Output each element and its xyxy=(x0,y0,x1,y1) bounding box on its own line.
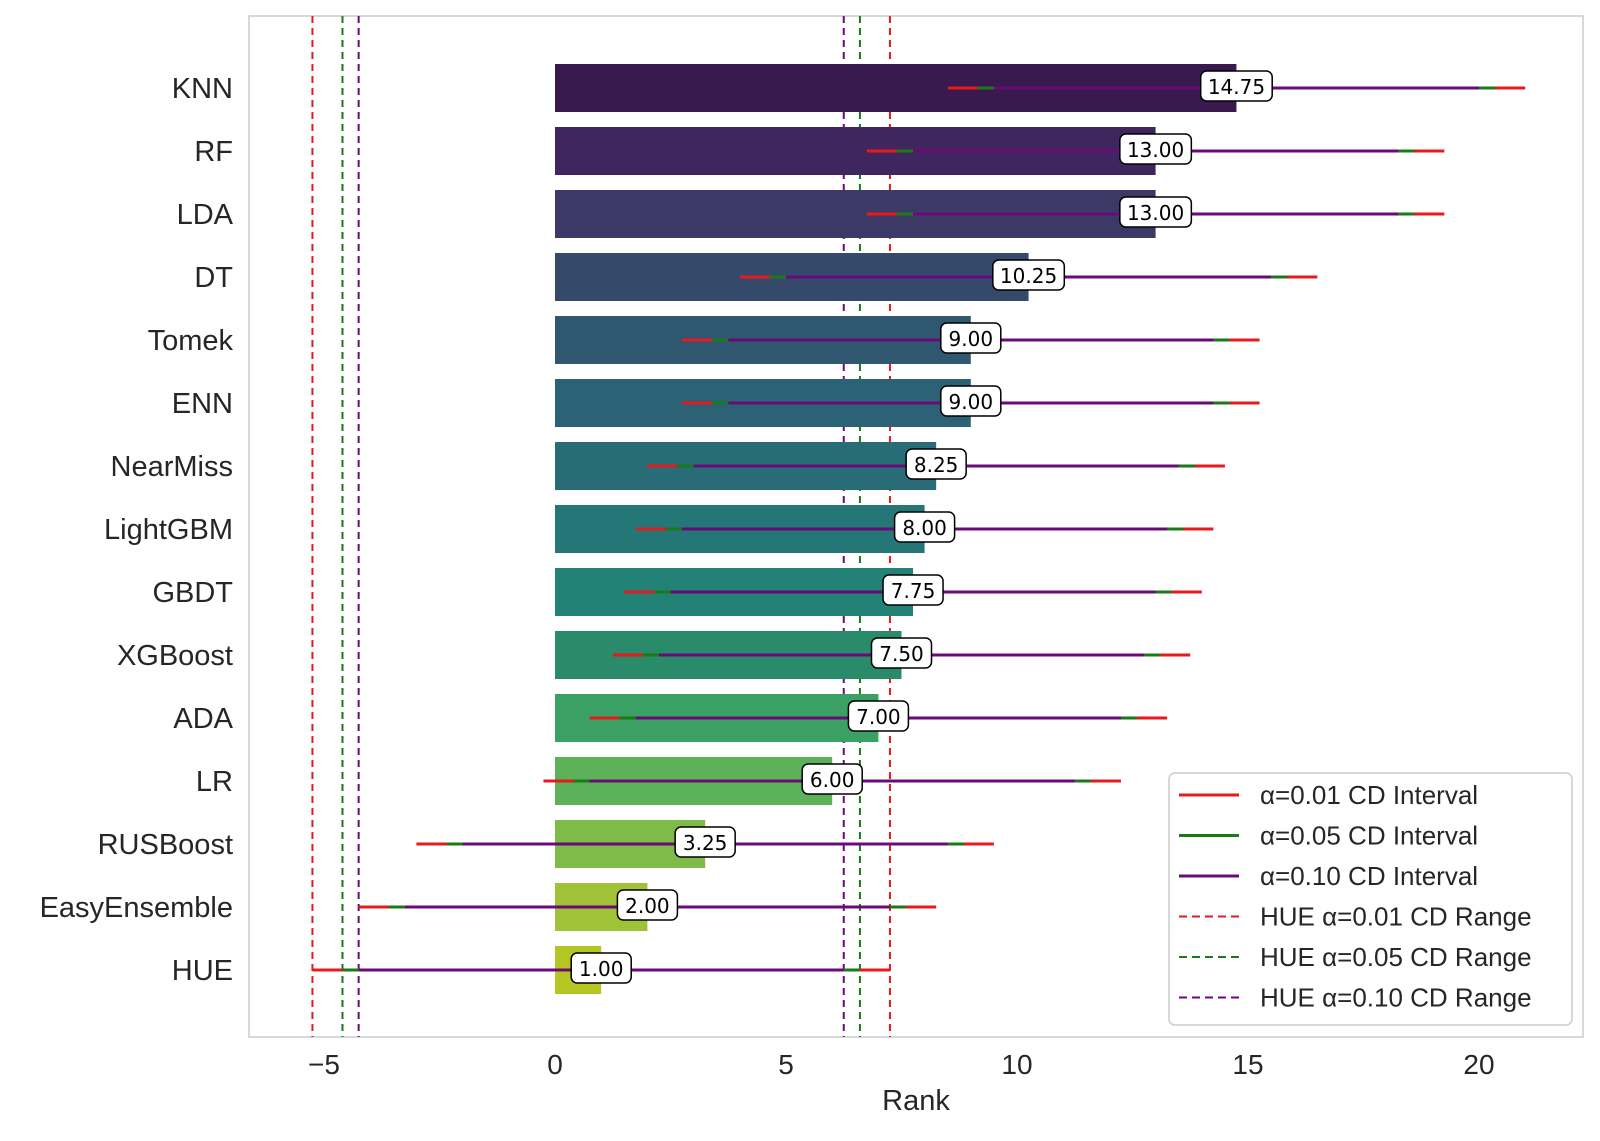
value-labels: 14.75 13.00 13.00 10.25 9.00 9.00 8.25 8.00 7.75… xyxy=(570,70,1273,984)
legend-label: α=0.05 CD Interval xyxy=(1260,821,1478,851)
x-tick-label: 5 xyxy=(778,1049,794,1080)
value-label-tomek: 9.00 xyxy=(940,322,1002,354)
value-label-text: 6.00 xyxy=(810,768,855,792)
value-label-lightgbm: 8.00 xyxy=(893,511,956,543)
value-label-box xyxy=(940,385,1002,417)
x-tick-label: 10 xyxy=(1001,1049,1032,1080)
value-label-text: 8.00 xyxy=(902,516,947,540)
value-label-box xyxy=(616,889,679,921)
category-label-lightgbm: LightGBM xyxy=(104,514,233,546)
category-label-xgboost: XGBoost xyxy=(117,640,233,672)
category-label-easyensemble: EasyEnsemble xyxy=(40,892,233,924)
category-label-lda: LDA xyxy=(177,199,234,231)
value-label-text: 14.75 xyxy=(1208,75,1265,99)
x-tick-label: 20 xyxy=(1463,1049,1494,1080)
value-label-rusboost: 3.25 xyxy=(674,826,736,858)
value-label-ada: 7.00 xyxy=(847,700,910,732)
value-label-box xyxy=(1199,70,1273,102)
value-label-box xyxy=(905,448,967,480)
x-tick-label: −5 xyxy=(308,1049,340,1080)
value-label-text: 9.00 xyxy=(949,327,994,351)
value-label-lr: 6.00 xyxy=(801,763,863,795)
value-label-box xyxy=(992,259,1066,291)
value-label-text: 8.25 xyxy=(914,453,959,477)
value-label-box xyxy=(801,763,863,795)
legend-entry-2: α=0.05 CD Interval xyxy=(1179,821,1478,851)
legend: α=0.01 CD Interval α=0.05 CD Interval α=0.… xyxy=(1168,772,1573,1026)
legend-entry-4: HUE α=0.01 CD Range xyxy=(1179,902,1532,932)
category-label-rusboost: RUSBoost xyxy=(98,829,233,861)
value-label-box xyxy=(870,637,933,669)
legend-label: α=0.10 CD Interval xyxy=(1260,861,1478,891)
category-label-nearmiss: NearMiss xyxy=(111,451,233,483)
value-label-text: 3.25 xyxy=(683,831,728,855)
value-label-text: 9.00 xyxy=(949,390,994,414)
value-label-lda: 13.00 xyxy=(1119,196,1193,228)
category-label-rf: RF xyxy=(194,136,233,168)
value-label-text: 7.75 xyxy=(891,579,936,603)
category-label-hue: HUE xyxy=(172,955,233,987)
legend-label: HUE α=0.05 CD Range xyxy=(1260,942,1532,972)
value-label-text: 7.00 xyxy=(856,705,901,729)
value-label-easyensemble: 2.00 xyxy=(616,889,679,921)
x-axis-ticks: −5 0 5 10 15 20 xyxy=(308,1049,1495,1080)
value-label-rf: 13.00 xyxy=(1119,133,1193,165)
category-label-enn: ENN xyxy=(172,388,233,420)
category-labels: KNN RF LDA DT Tomek ENN NearMiss LightGBM GBDT XG… xyxy=(40,73,234,987)
x-axis-title: Rank xyxy=(882,1085,950,1117)
value-label-box xyxy=(882,574,944,606)
legend-frame xyxy=(1168,772,1573,1026)
legend-label: HUE α=0.01 CD Range xyxy=(1260,902,1532,932)
value-label-text: 10.25 xyxy=(1000,264,1057,288)
value-label-box xyxy=(674,826,736,858)
value-label-box xyxy=(893,511,956,543)
value-label-box xyxy=(1119,196,1193,228)
legend-entry-1: α=0.01 CD Interval xyxy=(1179,780,1478,810)
legend-label: HUE α=0.10 CD Range xyxy=(1260,983,1532,1013)
category-label-dt: DT xyxy=(194,262,233,294)
value-label-box xyxy=(570,952,632,984)
x-tick-label: 15 xyxy=(1232,1049,1263,1080)
category-label-tomek: Tomek xyxy=(148,325,234,357)
legend-label: α=0.01 CD Interval xyxy=(1260,780,1478,810)
value-label-knn: 14.75 xyxy=(1199,70,1273,102)
legend-entry-3: α=0.10 CD Interval xyxy=(1179,861,1478,891)
value-label-text: 13.00 xyxy=(1127,138,1184,162)
value-label-text: 13.00 xyxy=(1127,201,1184,225)
value-label-nearmiss: 8.25 xyxy=(905,448,967,480)
value-label-text: 7.50 xyxy=(879,642,924,666)
value-label-dt: 10.25 xyxy=(992,259,1066,291)
value-label-box xyxy=(847,700,910,732)
category-label-ada: ADA xyxy=(173,703,233,735)
value-label-text: 2.00 xyxy=(625,894,670,918)
value-label-text: 1.00 xyxy=(579,957,624,981)
value-label-box xyxy=(940,322,1002,354)
value-label-enn: 9.00 xyxy=(940,385,1002,417)
legend-entry-5: HUE α=0.05 CD Range xyxy=(1179,942,1532,972)
value-label-gbdt: 7.75 xyxy=(882,574,944,606)
value-label-box xyxy=(1119,133,1193,165)
legend-entry-6: HUE α=0.10 CD Range xyxy=(1179,983,1532,1013)
category-label-gbdt: GBDT xyxy=(152,577,233,609)
category-label-knn: KNN xyxy=(172,73,233,105)
value-label-xgboost: 7.50 xyxy=(870,637,933,669)
value-label-hue: 1.00 xyxy=(570,952,632,984)
x-tick-label: 0 xyxy=(547,1049,563,1080)
category-label-lr: LR xyxy=(196,766,233,798)
